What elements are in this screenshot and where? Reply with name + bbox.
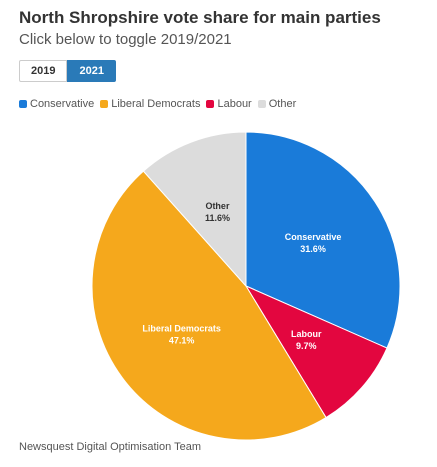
pie-slice-liberal-democrats[interactable] [91, 170, 327, 441]
legend-item-labour[interactable]: Labour [206, 98, 252, 110]
slice-label-labour: Labour [291, 329, 322, 339]
slice-value-conservative: 31.6% [300, 244, 326, 254]
pie-slice-labour[interactable] [244, 284, 388, 419]
legend-swatch [100, 100, 109, 108]
slice-label-other: Other [205, 201, 230, 211]
legend-item-conservative[interactable]: Conservative [19, 98, 94, 110]
credit-text: Newsquest Digital Optimisation Team [19, 441, 201, 453]
chart-legend: Conservative Liberal Democrats Labour Ot… [19, 98, 302, 110]
legend-label: Other [268, 98, 297, 110]
slice-value-liberal-democrats: 47.1% [169, 336, 195, 346]
toggle-2021-button[interactable]: 2021 [67, 60, 116, 82]
chart-title: North Shropshire vote share for main par… [19, 8, 381, 27]
toggle-2019-button[interactable]: 2019 [19, 60, 68, 82]
slice-value-other: 11.6% [205, 213, 230, 223]
pie-slice-other[interactable] [142, 131, 247, 288]
legend-label: Conservative [30, 98, 95, 110]
pie-slice-conservative[interactable] [245, 131, 401, 349]
slice-value-labour: 9.7% [296, 341, 317, 351]
slice-label-conservative: Conservative [285, 232, 342, 242]
chart-subtitle: Click below to toggle 2019/2021 [19, 31, 232, 48]
legend-label: Liberal Democrats [111, 98, 201, 110]
legend-label: Labour [217, 98, 252, 110]
legend-swatch [19, 100, 27, 108]
slice-label-liberal-democrats: Liberal Democrats [142, 324, 221, 334]
year-toggle: 2019 2021 [19, 60, 116, 82]
legend-item-other[interactable]: Other [257, 98, 297, 110]
legend-swatch [206, 100, 215, 108]
legend-swatch [257, 100, 266, 108]
legend-item-liberal-democrats[interactable]: Liberal Democrats [100, 98, 200, 110]
